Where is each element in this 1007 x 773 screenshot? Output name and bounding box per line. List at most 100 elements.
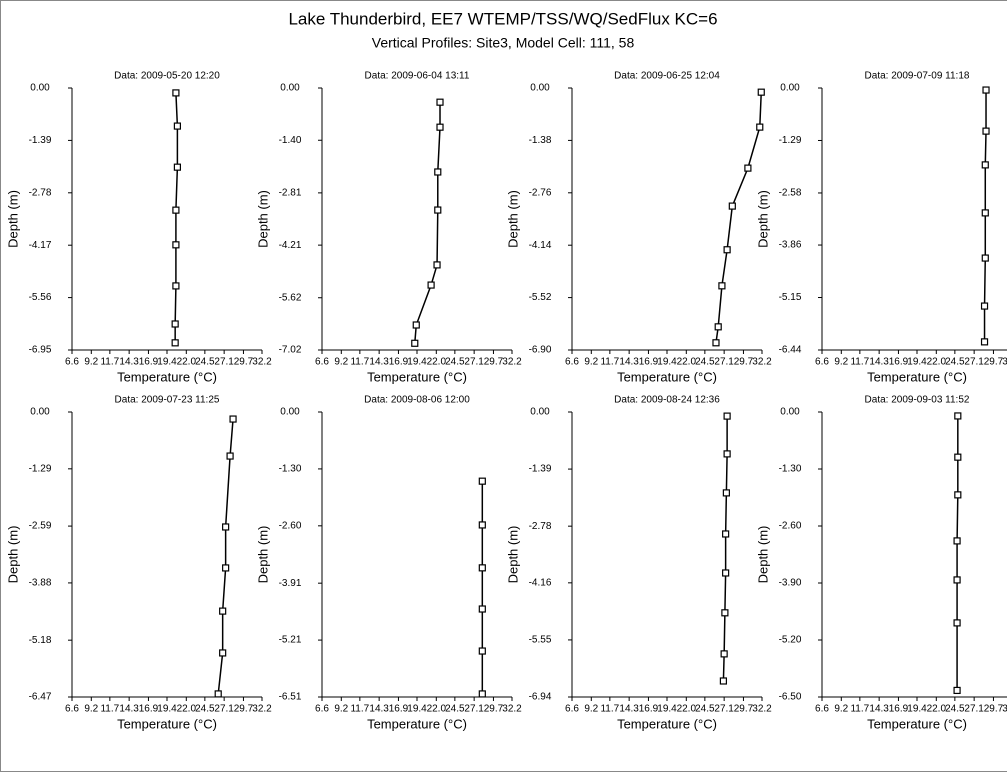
x-tick-label: 22.0 [177,704,197,715]
x-tick-label: 27.1 [464,704,484,715]
y-tick-label: 0.00 [530,407,550,418]
y-tick-label: -1.40 [279,135,302,146]
y-tick-label: -5.20 [779,635,802,646]
y-tick-label: -3.88 [29,578,52,589]
x-axis-label: Temperature (°C) [367,716,467,731]
y-tick-label: -6.95 [29,345,52,356]
x-tick-label: 24.5 [195,357,215,368]
marker [226,452,234,460]
panel-title: Data: 2009-07-23 11:25 [115,395,220,406]
marker [718,282,726,290]
marker [723,412,731,420]
x-tick-label: 22.0 [677,357,697,368]
y-tick-label: -4.17 [29,240,52,251]
marker [722,489,730,497]
marker [436,123,444,131]
x-tick-label: 24.5 [445,357,465,368]
marker [721,609,729,617]
x-tick-label: 19.4 [907,357,927,368]
x-tick-label: 6.6 [315,704,329,715]
y-tick-label: -4.21 [279,240,302,251]
x-axis-label: Temperature (°C) [867,369,967,384]
x-tick-label: 16.9 [889,357,909,368]
marker [229,415,237,423]
x-tick-label: 32.2 [252,704,272,715]
marker [171,320,179,328]
x-tick-label: 29.7 [234,357,254,368]
x-tick-label: 32.2 [502,357,522,368]
marker [980,338,989,346]
marker [720,650,728,658]
y-tick-label: -1.30 [779,464,802,475]
marker [172,282,180,290]
x-tick-label: 24.5 [695,357,715,368]
x-tick-label: 9.2 [834,357,848,368]
x-tick-label: 27.1 [964,704,984,715]
marker [714,323,722,331]
y-tick-label: -3.90 [779,578,802,589]
y-tick-label: -4.14 [529,240,552,251]
x-tick-label: 6.6 [565,357,579,368]
y-tick-label: -5.55 [529,635,552,646]
marker [436,98,444,106]
y-tick-label: -4.16 [529,577,552,588]
y-tick-label: -3.91 [279,578,302,589]
y-tick-label: -6.50 [779,692,802,703]
y-axis-label: Depth (m) [755,190,770,248]
y-tick-label: -6.94 [529,692,552,703]
y-tick-label: -6.44 [779,345,802,356]
x-tick-label: 16.9 [389,704,409,715]
marker [173,122,181,130]
x-tick-label: 29.7 [734,357,754,368]
y-tick-label: -7.02 [279,345,302,356]
profile-line [722,416,728,682]
x-tick-label: 27.1 [714,704,734,715]
marker [478,605,486,613]
y-axis-label: Depth (m) [5,190,20,248]
x-tick-label: 14.3 [119,704,139,715]
x-axis-label: Temperature (°C) [117,716,217,731]
y-tick-label: 0.00 [30,407,50,418]
marker [222,564,230,572]
panel-title: Data: 2009-06-04 13:11 [365,71,470,82]
x-tick-label: 16.9 [389,357,409,368]
x-tick-label: 14.3 [619,704,639,715]
x-tick-label: 24.5 [695,704,715,715]
marker [757,88,765,96]
y-tick-label: -2.78 [29,187,52,198]
x-tick-label: 11.7 [350,357,369,368]
x-tick-label: 32.2 [252,357,272,368]
marker [953,576,961,584]
marker [981,161,989,169]
profile-line [715,92,763,343]
x-tick-label: 6.6 [65,704,79,715]
x-tick-label: 22.0 [927,704,947,715]
y-tick-label: -2.76 [529,187,552,198]
x-tick-label: 27.1 [214,357,234,368]
marker [722,530,730,538]
x-tick-label: 32.2 [502,704,522,715]
marker [981,209,989,217]
x-tick-label: 24.5 [195,704,215,715]
y-tick-label: 0.00 [780,83,800,94]
x-axis-label: Temperature (°C) [117,369,217,384]
y-tick-label: -3.86 [779,240,802,251]
y-tick-label: -6.90 [529,345,552,356]
y-tick-label: 0.00 [530,83,550,94]
x-tick-label: 32.2 [1002,357,1007,368]
x-tick-label: 9.2 [84,704,98,715]
y-tick-label: -2.78 [529,521,552,532]
marker [744,164,752,172]
y-tick-label: -1.38 [529,135,552,146]
marker [173,163,181,171]
x-tick-label: 14.3 [869,704,889,715]
x-tick-label: 14.3 [619,357,639,368]
x-tick-label: 22.0 [927,357,947,368]
x-tick-label: 32.2 [752,357,772,368]
y-axis-label: Depth (m) [505,526,520,584]
marker [172,241,180,249]
x-tick-label: 19.4 [657,704,677,715]
marker [980,302,989,310]
x-tick-label: 11.7 [850,357,869,368]
marker [478,521,486,529]
